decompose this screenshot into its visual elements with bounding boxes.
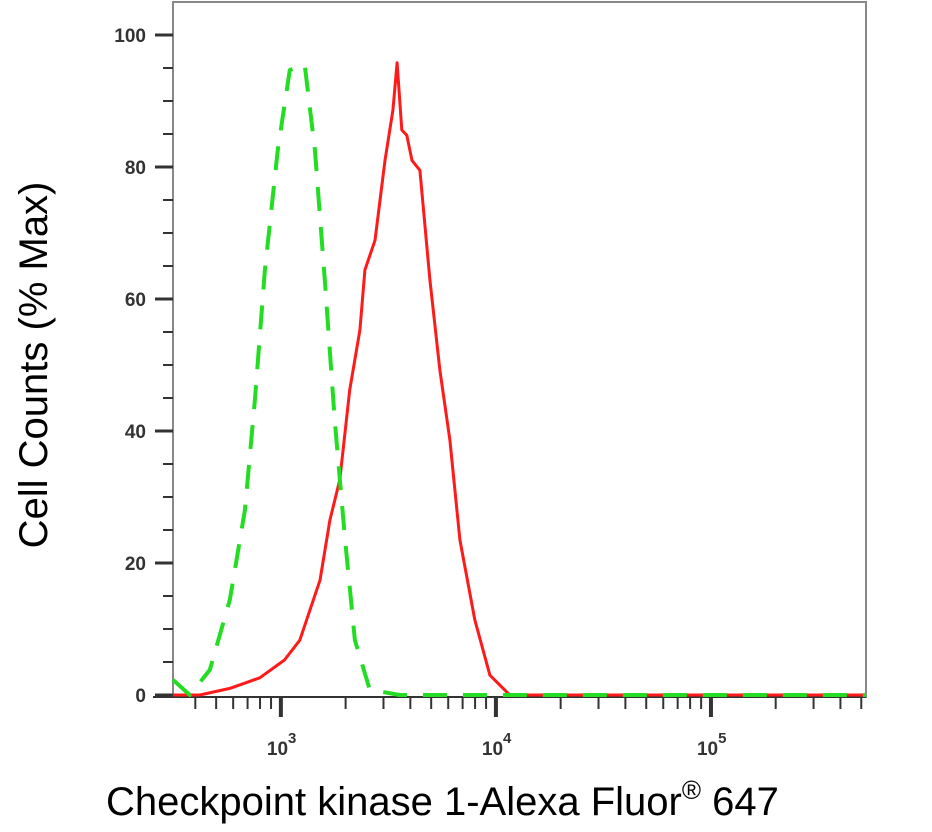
x-axis-title-main: Checkpoint kinase 1-Alexa Fluor bbox=[106, 780, 682, 824]
y-axis: 0 20 40 60 80 100 bbox=[114, 26, 173, 707]
x-axis-title: Checkpoint kinase 1-Alexa Fluor® 647 bbox=[106, 775, 779, 824]
y-tick-label: 40 bbox=[125, 422, 146, 443]
x-tick-exponent: 3 bbox=[288, 730, 296, 747]
x-axis-title-sup: ® bbox=[682, 775, 701, 805]
x-tick-base: 10 bbox=[482, 739, 503, 760]
x-tick-label: 105 bbox=[697, 730, 726, 760]
y-tick-label: 100 bbox=[114, 26, 146, 47]
y-axis-title: Cell Counts (% Max) bbox=[12, 182, 56, 549]
x-tick-base: 10 bbox=[267, 739, 288, 760]
y-tick-label: 20 bbox=[125, 554, 146, 575]
plot-frame bbox=[172, 1, 867, 698]
x-axis-title-tail: 647 bbox=[701, 780, 779, 824]
series-group bbox=[171, 61, 866, 697]
y-tick-label: 60 bbox=[125, 290, 146, 311]
x-tick-label: 103 bbox=[267, 730, 296, 760]
x-tick-exponent: 5 bbox=[718, 730, 726, 747]
x-tick-base: 10 bbox=[697, 739, 718, 760]
series-line-stained bbox=[173, 61, 866, 697]
y-tick-label: 0 bbox=[135, 686, 146, 707]
series-line-control bbox=[171, 62, 866, 697]
y-tick-label: 80 bbox=[125, 158, 146, 179]
x-tick-label: 104 bbox=[482, 730, 512, 760]
x-tick-exponent: 4 bbox=[503, 730, 512, 747]
